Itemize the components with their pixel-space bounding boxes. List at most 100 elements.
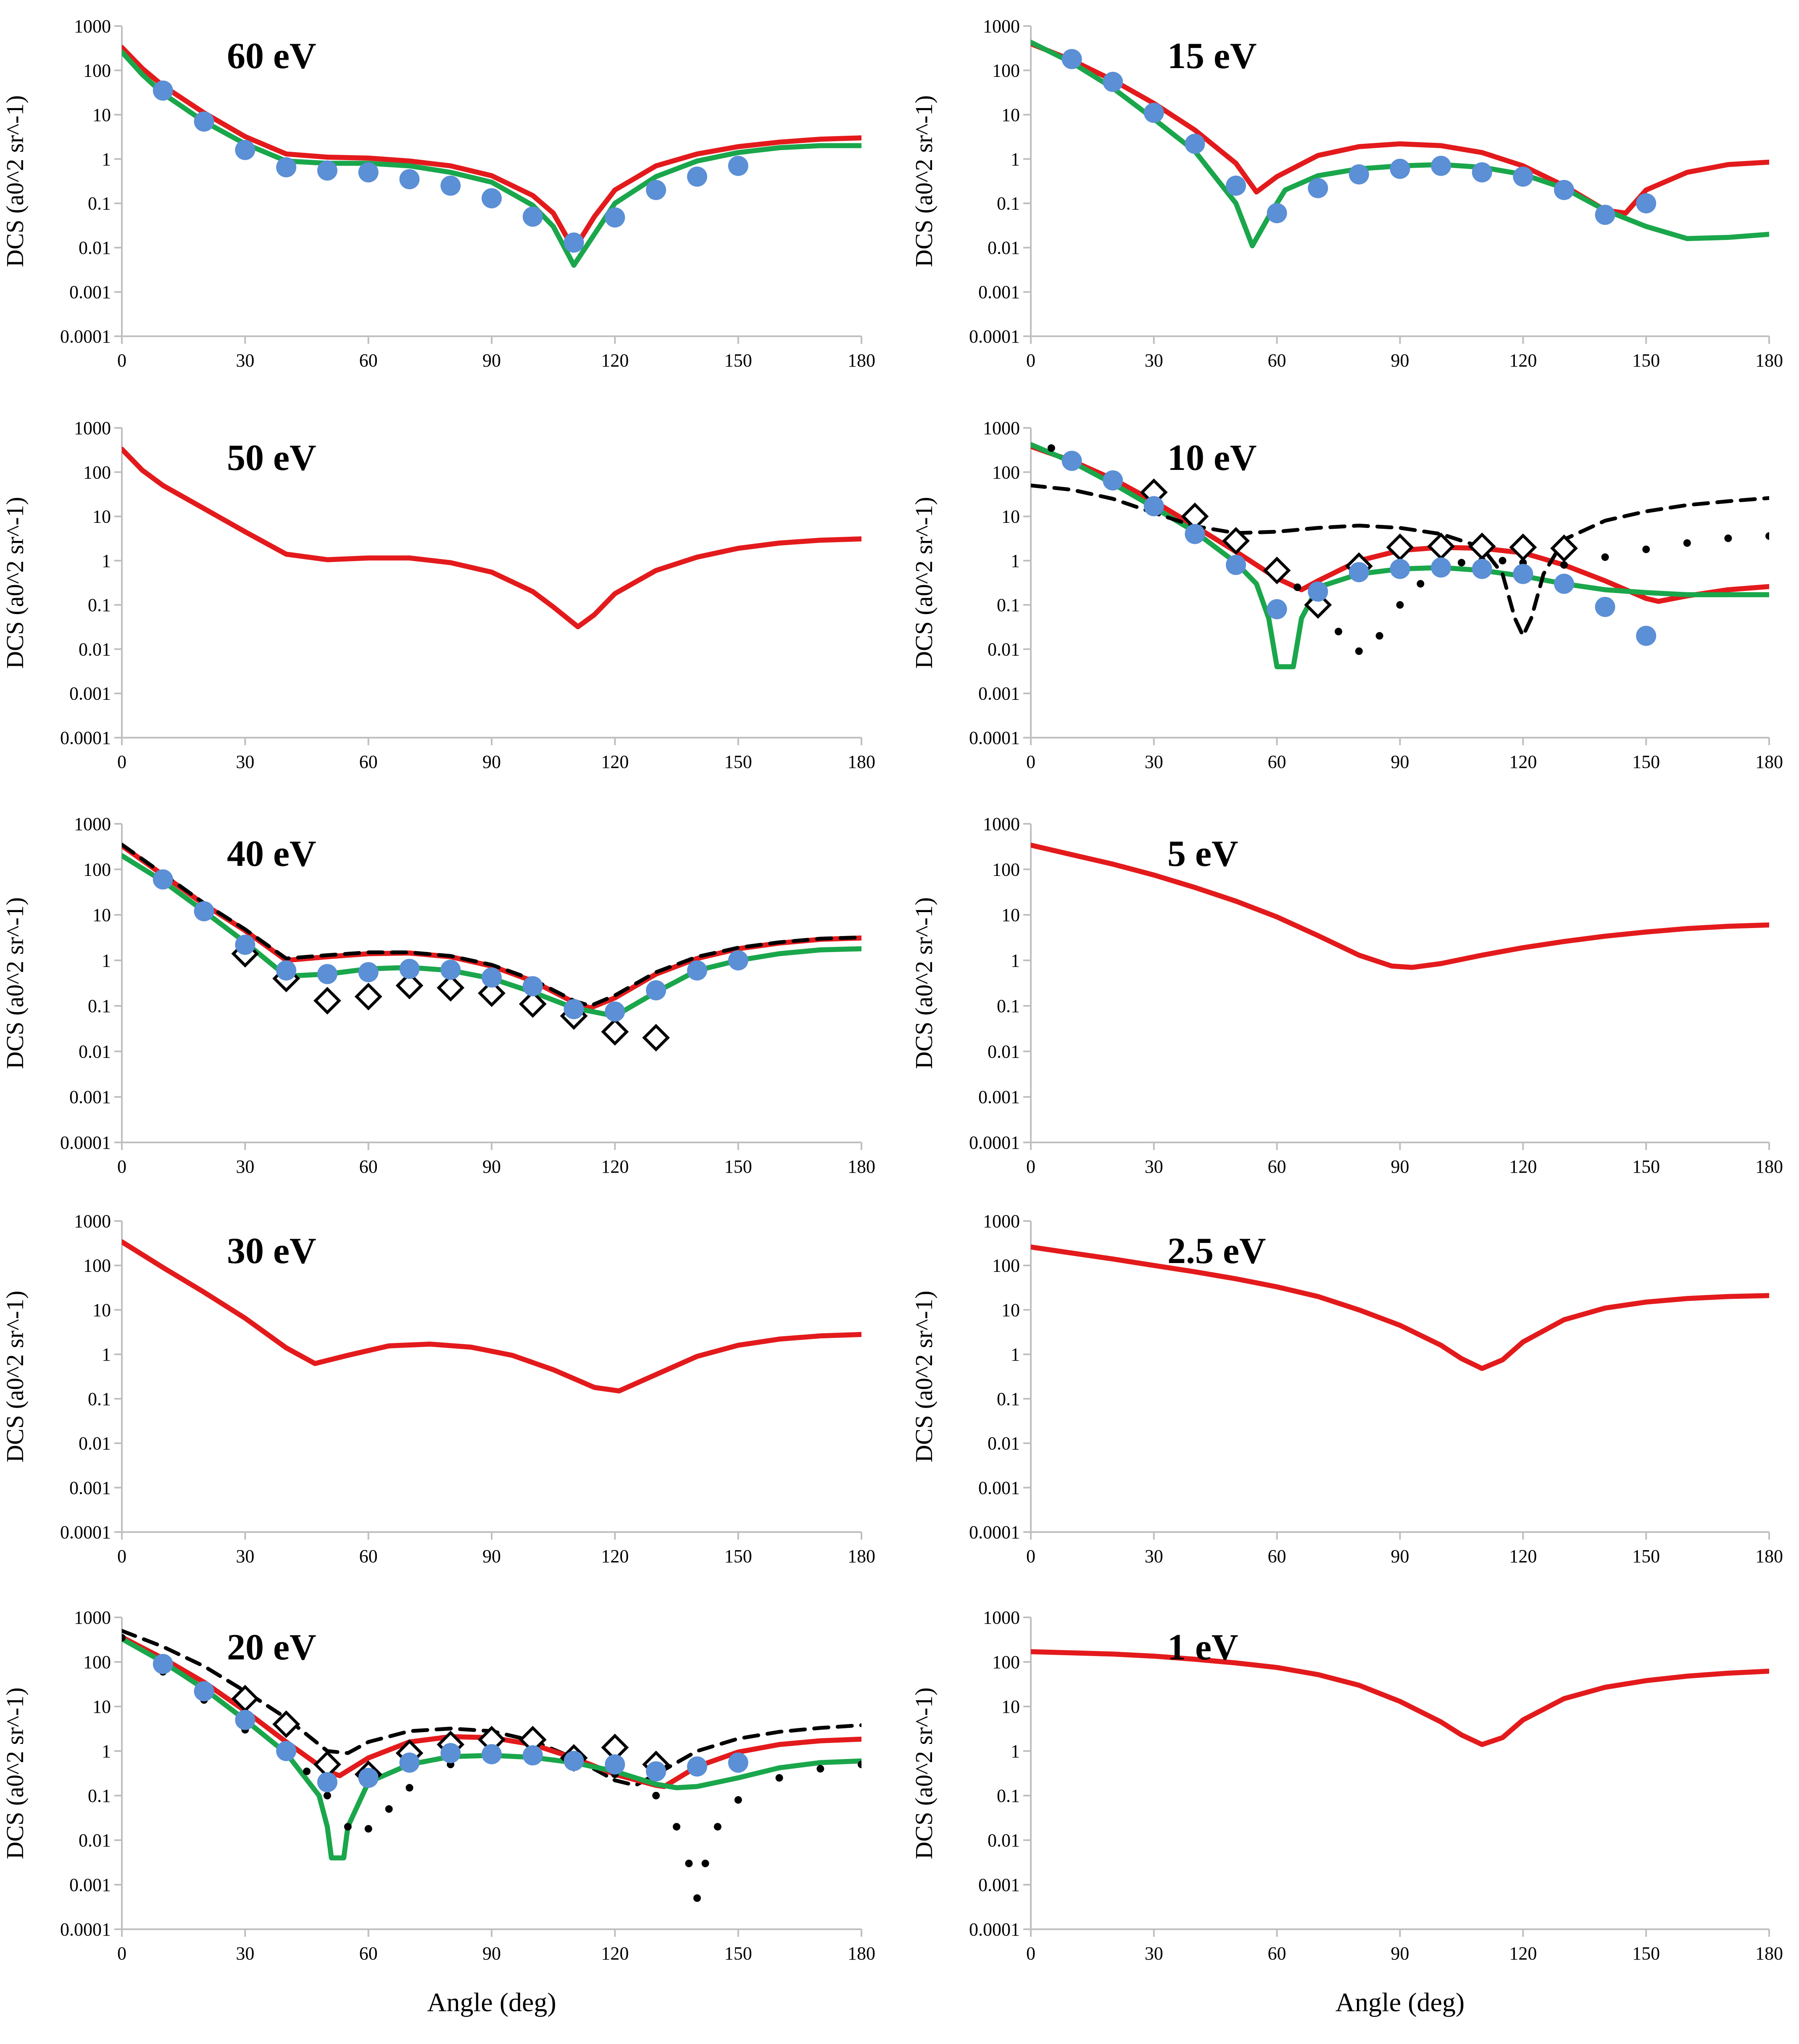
chart-panel-2: 0.0001 0.001 0.01 0.1 1 10 100 1000 0 30 60 90 120 15…	[1, 418, 875, 772]
y-tick-label: 10	[92, 506, 111, 527]
series-black-dotted-point	[858, 1760, 861, 1768]
series-blue-circles-point	[440, 960, 461, 980]
panel-title: 10 eV	[1167, 438, 1257, 478]
series-blue-circles-point	[1636, 625, 1657, 646]
series-black-dotted-point	[406, 1784, 414, 1792]
x-tick-label: 30	[236, 1546, 254, 1567]
y-tick-label: 10	[1001, 105, 1020, 125]
y-tick-label: 10	[1001, 1696, 1020, 1717]
series-blue-circles-point	[522, 976, 543, 997]
x-tick-label: 120	[1509, 752, 1537, 772]
series-red	[1031, 1649, 1769, 1747]
series-blue-circles-point	[1267, 599, 1287, 620]
chart-panel-8: 0.0001 0.001 0.01 0.1 1 10 100 1000 0 30 60 90 120 15…	[1, 1607, 875, 2017]
x-tick-label: 30	[236, 1943, 254, 1964]
series-blue-circles-point	[235, 934, 255, 955]
y-tick-label: 100	[992, 1255, 1020, 1276]
series-black-dotted-point	[303, 1767, 311, 1775]
y-tick-label: 100	[992, 60, 1020, 81]
series-black-dotted-point	[693, 1894, 701, 1902]
series-blue-circles-point	[1595, 596, 1615, 617]
x-tick-label: 0	[117, 1156, 126, 1177]
series-red	[122, 446, 861, 630]
plot-area	[122, 45, 861, 268]
series-black-dotted-point	[364, 1825, 372, 1833]
x-tick-label: 150	[724, 752, 752, 772]
series-blue-circles-point	[482, 188, 502, 208]
y-tick-label: 0.0001	[60, 1919, 111, 1940]
x-tick-label: 90	[1391, 1156, 1409, 1177]
plot-area	[1031, 1244, 1769, 1371]
series-open-diamonds-point	[395, 971, 424, 1000]
y-tick-label: 0.0001	[60, 728, 111, 748]
y-tick-label: 0.001	[69, 1087, 111, 1108]
y-tick-label: 1	[1011, 1344, 1020, 1365]
y-tick-label: 100	[83, 859, 111, 880]
y-tick-label: 0.001	[978, 1875, 1020, 1895]
x-tick-label: 90	[482, 1156, 501, 1177]
series-blue-circles-point	[482, 1744, 502, 1764]
x-tick-label: 90	[482, 1546, 501, 1567]
x-tick-label: 180	[848, 350, 875, 371]
series-blue-circles-point	[153, 869, 173, 890]
plot-area	[122, 842, 861, 1052]
y-tick-label: 1	[1011, 551, 1020, 571]
plot-area	[1031, 1649, 1769, 1747]
x-tick-label: 90	[482, 752, 501, 772]
series-blue-circles-point	[1185, 134, 1205, 154]
y-tick-label: 1000	[983, 16, 1020, 37]
y-tick-label: 1	[1011, 1741, 1020, 1762]
chart-panel-7: 0.0001 0.001 0.01 0.1 1 10 100 1000 0 30 60 90 120 15…	[910, 1211, 1783, 1567]
series-blue-circles-point	[153, 80, 173, 101]
chart-panel-1: 0.0001 0.001 0.01 0.1 1 10 100 1000 0 30 60 90 120 15…	[910, 16, 1783, 371]
y-axis-label: DCS (a0^2 sr^-1)	[1, 897, 29, 1069]
series-blue-circles-point	[564, 232, 584, 253]
x-tick-label: 30	[1145, 1156, 1163, 1177]
x-tick-label: 150	[724, 1156, 752, 1177]
y-tick-label: 1000	[983, 1211, 1020, 1232]
y-tick-label: 0.0001	[60, 1522, 111, 1543]
y-tick-label: 10	[1001, 1300, 1020, 1320]
chart-panel-6: 0.0001 0.001 0.01 0.1 1 10 100 1000 0 30 60 90 120 15…	[1, 1211, 875, 1567]
y-tick-label: 100	[83, 60, 111, 81]
x-tick-label: 0	[1026, 752, 1035, 772]
series-blue-circles-point	[1472, 162, 1492, 183]
x-tick-label: 0	[117, 1546, 126, 1567]
y-tick-label: 0.1	[997, 595, 1020, 615]
plot-area	[1031, 842, 1769, 970]
y-tick-label: 0.001	[978, 1477, 1020, 1498]
y-tick-label: 1000	[74, 814, 111, 834]
x-tick-label: 180	[848, 1943, 875, 1964]
y-tick-label: 0.01	[79, 639, 111, 659]
y-tick-label: 1	[102, 149, 111, 169]
series-open-diamonds-point	[1386, 533, 1414, 562]
series-black-dotted-point	[1683, 539, 1691, 547]
x-tick-label: 30	[236, 752, 254, 772]
series-blue-circles-point	[317, 160, 337, 181]
chart-panel-3: 0.0001 0.001 0.01 0.1 1 10 100 1000 0 30 60 90 120 15…	[910, 418, 1783, 772]
y-tick-label: 100	[992, 462, 1020, 483]
series-black-dotted-point	[734, 1796, 742, 1804]
series-black-dotted-point	[673, 1823, 680, 1831]
series-open-diamonds-point	[1468, 532, 1496, 560]
series-black-dotted-point	[385, 1805, 393, 1813]
x-tick-label: 90	[482, 1943, 501, 1964]
x-tick-label: 0	[1026, 1156, 1035, 1177]
y-axis-label: DCS (a0^2 sr^-1)	[1, 1688, 29, 1859]
series-blue-circles-point	[1143, 496, 1164, 517]
x-tick-label: 150	[724, 350, 752, 371]
series-blue-circles-point	[1431, 557, 1451, 578]
series-black-dotted-point	[817, 1765, 824, 1773]
x-tick-label: 180	[1755, 350, 1783, 371]
x-tick-label: 120	[601, 1943, 629, 1964]
y-tick-label: 0.1	[997, 1389, 1020, 1409]
y-tick-label: 1	[102, 950, 111, 971]
series-blue-circles-point	[399, 959, 420, 979]
series-black-dotted-point	[714, 1823, 722, 1831]
x-tick-label: 30	[1145, 350, 1163, 371]
series-red	[1031, 41, 1769, 216]
series-blue-circles-point	[687, 960, 707, 981]
series-blue-circles-point	[440, 175, 461, 196]
x-tick-label: 60	[359, 1546, 378, 1567]
series-open-diamonds-point	[1222, 527, 1250, 555]
